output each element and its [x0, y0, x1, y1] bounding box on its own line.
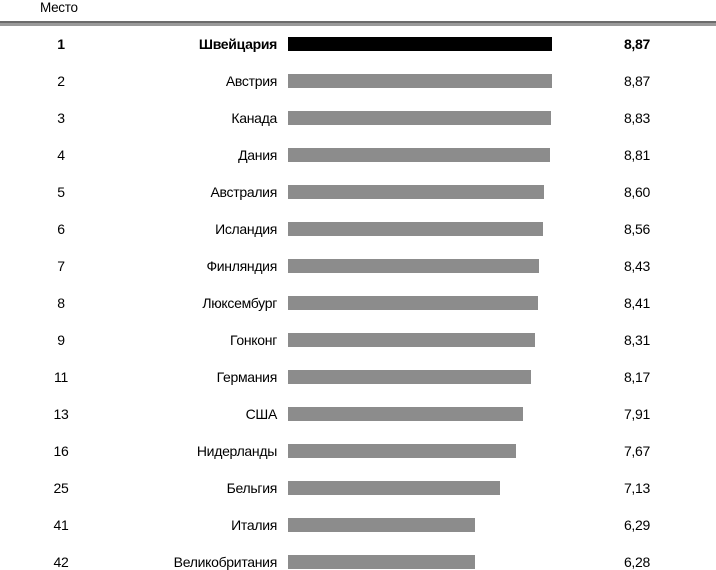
bar-cell [288, 406, 524, 421]
rank-cell: 25 [53, 479, 69, 496]
country-cell: Германия [216, 368, 278, 385]
value-cell: 8,83 [623, 109, 650, 126]
value-cell: 8,31 [623, 331, 650, 348]
country-cell: Швейцария [198, 35, 277, 52]
country-cell: Канада [231, 109, 277, 126]
value-cell: 8,43 [623, 257, 650, 274]
table-row: 4 Дания 8,81 [0, 136, 716, 173]
bar-cell [288, 295, 539, 310]
table-row: 6 Исландия 8,56 [0, 210, 716, 247]
header-divider [0, 21, 716, 26]
table-row: 3 Канада 8,83 [0, 99, 716, 136]
rank-cell: 6 [57, 220, 65, 237]
bar-cell [288, 369, 532, 384]
table-row: 42 Великобритания 6,28 [0, 543, 716, 570]
bar-cell [288, 36, 552, 51]
country-cell: Финляндия [206, 257, 277, 274]
bar-cell [288, 258, 539, 273]
score-bar [288, 517, 476, 532]
score-bar [288, 554, 475, 569]
table-row: 9 Гонконг 8,31 [0, 321, 716, 358]
bar-cell [288, 517, 476, 532]
value-cell: 7,67 [623, 442, 650, 459]
table-row: 1 Швейцария 8,87 [0, 25, 716, 62]
rank-column-header: Место [40, 0, 78, 15]
rank-cell: 42 [53, 553, 69, 570]
score-bar [288, 332, 536, 347]
rank-cell: 11 [54, 368, 68, 385]
value-cell: 8,81 [623, 146, 650, 163]
table-row: 2 Австрия 8,87 [0, 62, 716, 99]
table-row: 16 Нидерланды 7,67 [0, 432, 716, 469]
value-cell: 8,41 [623, 294, 650, 311]
rank-cell: 3 [57, 109, 65, 126]
bar-cell [288, 443, 517, 458]
rank-cell: 9 [57, 331, 65, 348]
value-cell: 8,60 [623, 183, 650, 200]
table-row: 5 Австралия 8,60 [0, 173, 716, 210]
value-cell: 8,87 [623, 35, 650, 52]
value-cell: 7,91 [623, 405, 650, 422]
rank-cell: 1 [57, 35, 65, 52]
score-bar [288, 184, 544, 199]
value-cell: 6,29 [623, 516, 650, 533]
table-row: 11 Германия 8,17 [0, 358, 716, 395]
rank-cell: 41 [53, 516, 69, 533]
table-row: 13 США 7,91 [0, 395, 716, 432]
country-cell: Великобритания [173, 553, 278, 570]
score-bar [288, 110, 551, 125]
country-cell: Австралия [210, 183, 278, 200]
rank-cell: 4 [57, 146, 65, 163]
bar-cell [288, 332, 536, 347]
score-bar [288, 480, 501, 495]
ranking-rows: 1 Швейцария 8,87 2 Австрия 8,87 3 Канада… [0, 25, 716, 570]
country-cell: Дания [238, 146, 277, 163]
rank-cell: 16 [53, 442, 69, 459]
bar-cell [288, 147, 551, 162]
rank-cell: 2 [57, 72, 65, 89]
country-cell: Гонконг [230, 331, 277, 348]
country-cell: США [245, 405, 278, 422]
table-row: 41 Италия 6,29 [0, 506, 716, 543]
bar-cell [288, 110, 551, 125]
rank-cell: 13 [53, 405, 69, 422]
country-cell: Люксембург [202, 294, 277, 311]
value-cell: 8,87 [623, 72, 650, 89]
value-cell: 6,28 [623, 553, 650, 570]
value-cell: 8,56 [623, 220, 650, 237]
rank-cell: 8 [57, 294, 65, 311]
country-cell: Австрия [225, 72, 277, 89]
table-row: 25 Бельгия 7,13 [0, 469, 716, 506]
rank-cell: 7 [57, 257, 65, 274]
value-cell: 7,13 [623, 479, 650, 496]
bar-cell [288, 480, 501, 495]
score-bar [288, 406, 524, 421]
bar-cell [288, 73, 552, 88]
score-bar [288, 36, 552, 51]
bar-cell [288, 221, 543, 236]
score-bar [288, 295, 539, 310]
country-cell: Италия [231, 516, 277, 533]
bar-cell [288, 184, 544, 199]
score-bar [288, 258, 539, 273]
score-bar [288, 443, 517, 458]
country-cell: Исландия [215, 220, 277, 237]
country-cell: Бельгия [226, 479, 278, 496]
score-bar [288, 369, 532, 384]
table-row: 7 Финляндия 8,43 [0, 247, 716, 284]
country-cell: Нидерланды [196, 442, 277, 459]
bar-cell [288, 554, 475, 569]
score-bar [288, 147, 551, 162]
score-bar [288, 73, 552, 88]
rank-cell: 5 [57, 183, 65, 200]
score-bar [288, 221, 543, 236]
value-cell: 8,17 [623, 368, 650, 385]
table-row: 8 Люксембург 8,41 [0, 284, 716, 321]
